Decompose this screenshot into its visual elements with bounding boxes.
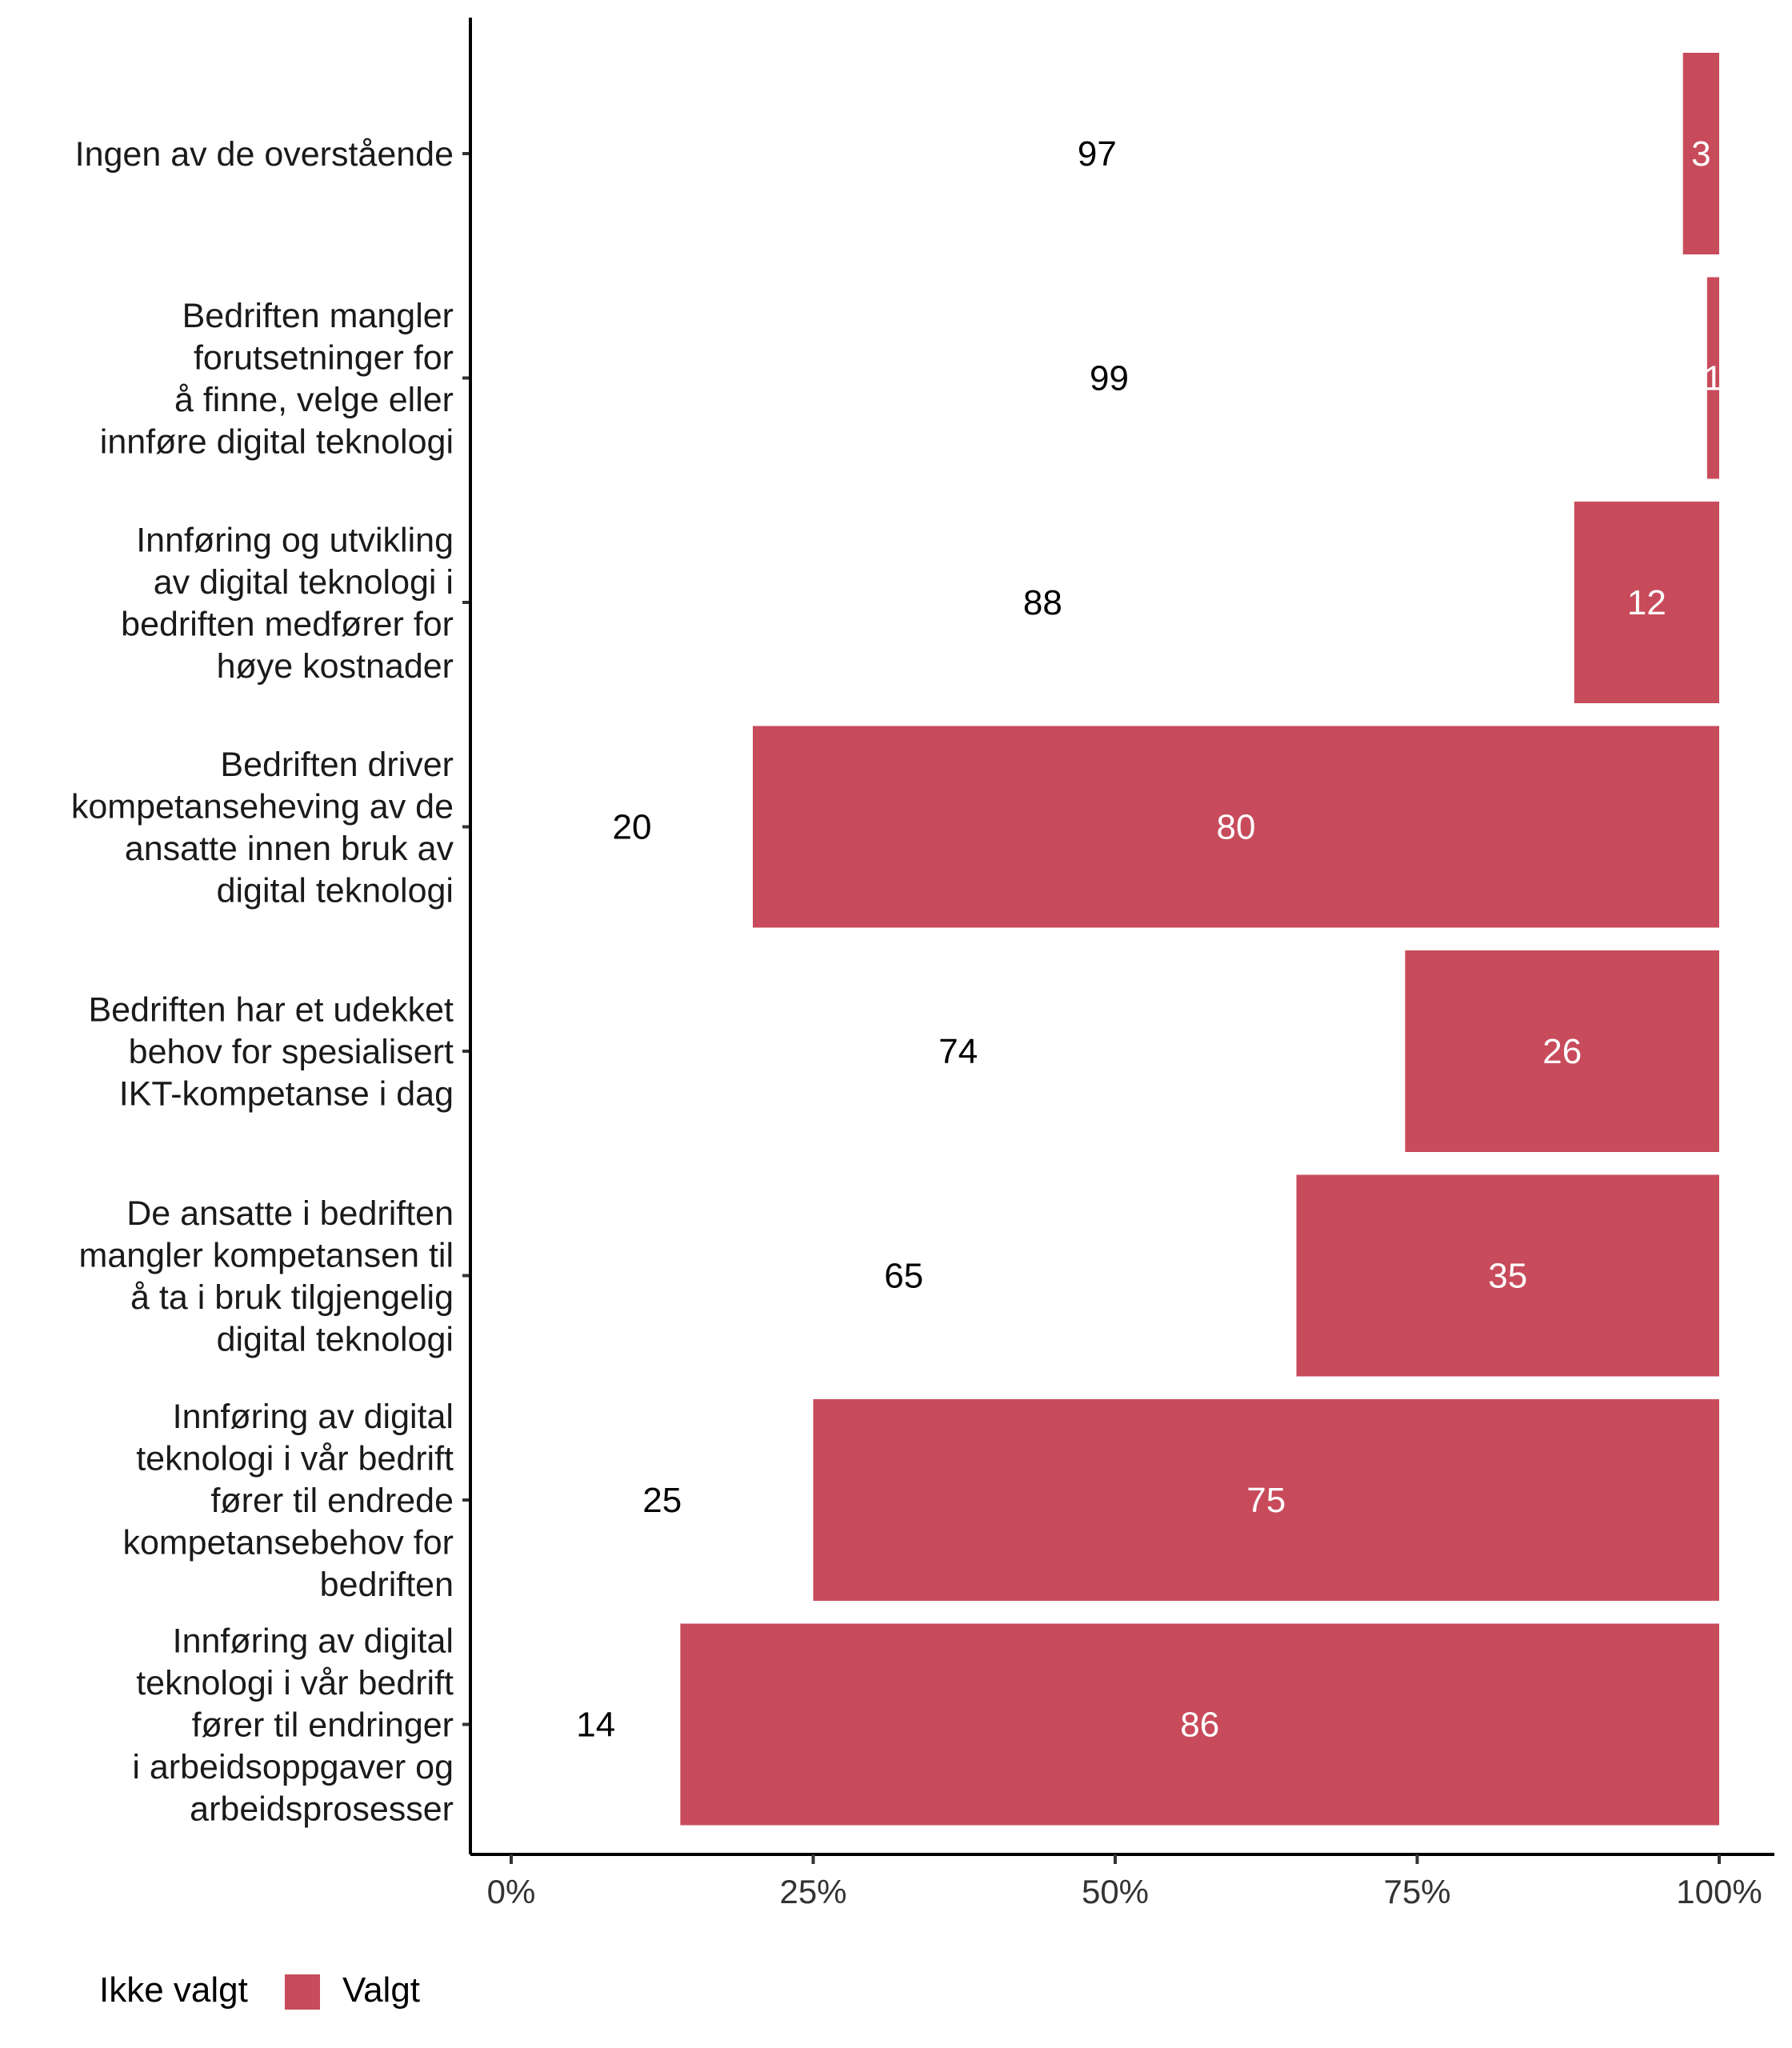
category-label-5: Bedriften har et udekket behov for spesia…	[88, 991, 454, 1114]
category-label-6: De ansatte i bedriften mangler kompetanse…	[79, 1194, 454, 1359]
legend-label-valgt: Valgt	[342, 1970, 420, 2010]
value-label-ikke-valgt-7: 25	[642, 1481, 682, 1520]
axes-layer	[462, 18, 1774, 1856]
bar-ikke-valgt-1	[511, 53, 1683, 254]
value-label-ikke-valgt-6: 65	[884, 1257, 923, 1296]
value-label-valgt-6: 35	[1488, 1257, 1527, 1296]
bar-valgt-1	[1682, 53, 1719, 254]
bar-valgt-8	[680, 1623, 1719, 1826]
bars-layer	[511, 53, 1719, 1826]
bar-ikke-valgt-4	[511, 726, 753, 928]
bar-ikke-valgt-2	[511, 277, 1707, 479]
x-tick-label-25: 25%	[779, 1873, 846, 1910]
bar-valgt-3	[1574, 502, 1719, 703]
x-axis-ticks-layer: 0% 25% 50% 75% 100%	[487, 1854, 1762, 1910]
value-label-valgt-7: 75	[1246, 1481, 1286, 1520]
bar-ikke-valgt-7	[511, 1399, 814, 1601]
legend-swatch-valgt	[285, 1974, 320, 2010]
category-label-7: Innføring av digital teknologi i vår bedr…	[122, 1398, 454, 1604]
value-label-valgt-3: 12	[1627, 583, 1666, 622]
legend-label-ikke-valgt: Ikke valgt	[99, 1970, 248, 2010]
value-label-valgt-2: 1	[1703, 359, 1722, 398]
bar-valgt-5	[1405, 950, 1719, 1152]
value-label-ikke-valgt-4: 20	[613, 808, 652, 847]
value-label-valgt-8: 86	[1180, 1706, 1219, 1745]
bar-ikke-valgt-8	[511, 1623, 681, 1826]
category-label-1: Ingen av de overstående	[75, 135, 454, 174]
bar-ikke-valgt-3	[511, 502, 1574, 703]
x-tick-label-50: 50%	[1082, 1873, 1149, 1910]
value-label-valgt-4: 80	[1217, 808, 1256, 847]
category-label-3: Innføring og utvikling av digital teknolo…	[121, 521, 454, 686]
bar-ikke-valgt-6	[511, 1174, 1297, 1377]
bar-valgt-2	[1706, 277, 1719, 479]
bar-valgt-4	[753, 726, 1719, 928]
category-label-8: Innføring av digital teknologi i vår bedr…	[132, 1622, 454, 1829]
legend: Ikke valgt Valgt	[99, 1970, 420, 2010]
category-label-2: Bedriften mangler forutsetninger for å fin…	[100, 297, 454, 462]
category-labels-layer: Ingen av de overstående Bedriften mangler…	[71, 135, 454, 1829]
x-tick-label-75: 75%	[1383, 1873, 1450, 1910]
value-labels-layer: 97 3 99 1 88 12 20 80 74 26 65 35 25 75 14 86	[576, 134, 1722, 1745]
value-label-valgt-5: 26	[1542, 1032, 1582, 1071]
category-label-4: Bedriften driver kompetanseheving av de an…	[71, 746, 454, 910]
value-label-ikke-valgt-3: 88	[1023, 583, 1062, 622]
bar-valgt-7	[813, 1399, 1719, 1601]
x-tick-label-100: 100%	[1676, 1873, 1762, 1910]
value-label-ikke-valgt-1: 97	[1078, 134, 1117, 174]
value-label-ikke-valgt-8: 14	[576, 1706, 615, 1745]
value-label-ikke-valgt-5: 74	[938, 1032, 978, 1071]
bar-ikke-valgt-5	[511, 950, 1406, 1152]
x-tick-label-0: 0%	[487, 1873, 536, 1910]
value-label-ikke-valgt-2: 99	[1090, 359, 1129, 398]
value-label-valgt-1: 3	[1691, 134, 1710, 174]
bar-valgt-6	[1296, 1174, 1719, 1377]
